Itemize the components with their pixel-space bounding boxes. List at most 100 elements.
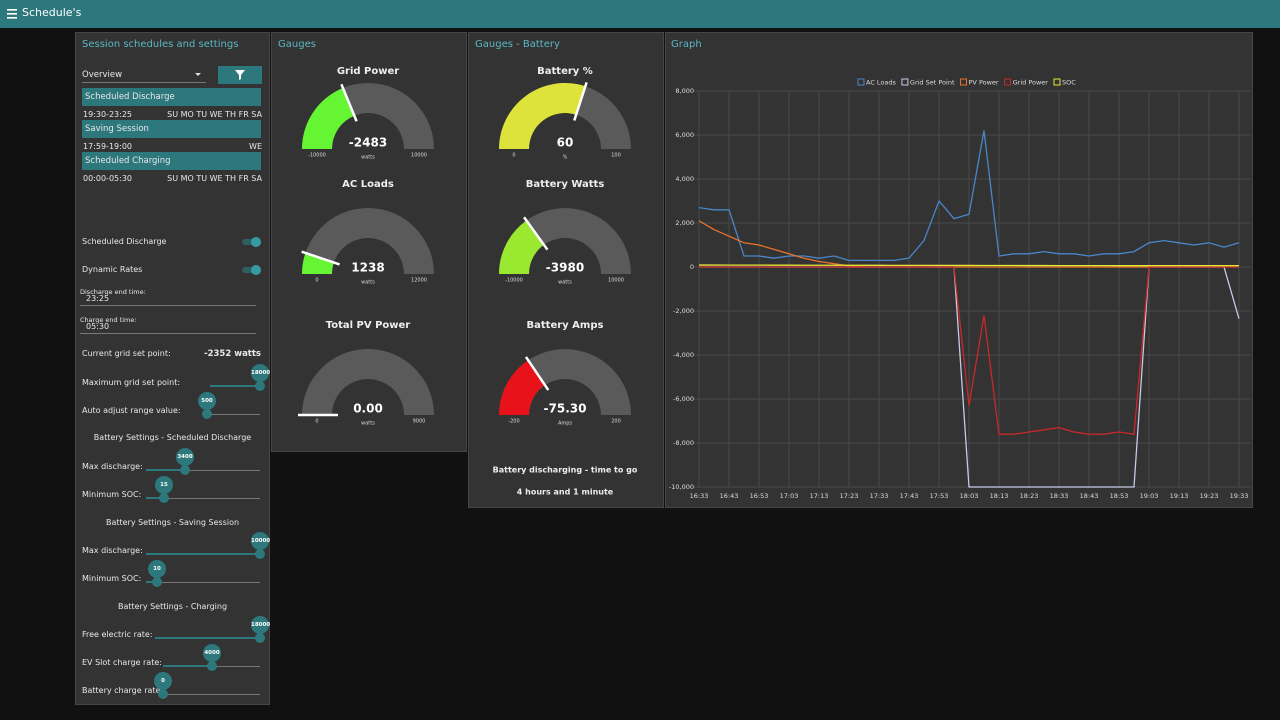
slider-knob[interactable]	[255, 381, 265, 391]
section-heading: Battery Settings - Scheduled Discharge	[93, 433, 252, 442]
menu-icon[interactable]	[6, 8, 20, 20]
slider-fill	[163, 665, 212, 667]
gauge-min: -200	[508, 419, 519, 425]
slider-bubble: 18000	[251, 364, 270, 382]
gauge-max: 100	[611, 153, 621, 159]
y-tick-label: -8,000	[673, 439, 694, 447]
battery-status: Battery discharging - time to go	[493, 466, 638, 475]
slider-track	[163, 694, 260, 695]
x-tick-label: 18:13	[990, 492, 1009, 500]
gauge-unit: watts	[361, 421, 375, 427]
y-tick-label: 2,000	[675, 219, 694, 227]
slider-bubble: 10	[148, 560, 166, 578]
input-label: Discharge end time:	[80, 288, 146, 296]
gauge-title: Battery Amps	[527, 320, 604, 331]
x-tick-label: 18:03	[960, 492, 979, 500]
gauge-min: -10000	[308, 153, 326, 159]
toggle-knob[interactable]	[251, 265, 261, 275]
slider-label: Max discharge:	[82, 546, 143, 555]
slider-knob[interactable]	[158, 689, 168, 699]
legend-label: Grid Set Point	[910, 79, 955, 87]
x-tick-label: 17:43	[900, 492, 919, 500]
slider-bubble: 3400	[176, 448, 194, 466]
header-title: Schedule's	[22, 6, 82, 19]
slider-track	[205, 414, 260, 415]
legend-label: Grid Power	[1013, 79, 1049, 87]
gauge-unit: watts	[558, 280, 572, 286]
slider-knob[interactable]	[255, 549, 265, 559]
gauge-needle	[573, 82, 588, 121]
y-tick-label: 0	[690, 263, 694, 271]
slider-knob[interactable]	[202, 409, 212, 419]
grid-set-point-label: Current grid set point:	[82, 349, 171, 358]
gauge-max: 9000	[413, 419, 426, 425]
gauge-unit: watts	[361, 280, 375, 286]
gauge-max: 200	[611, 419, 621, 425]
x-tick-label: 18:33	[1050, 492, 1069, 500]
panel-title: Graph	[671, 39, 702, 50]
slider-fill	[146, 497, 164, 499]
slider-fill	[146, 553, 260, 555]
slider-bubble: 15	[155, 476, 173, 494]
gauge-fill	[302, 252, 334, 274]
gauge-unit: watts	[361, 155, 375, 161]
gauge-title: Battery %	[537, 66, 593, 77]
slider-knob[interactable]	[152, 577, 162, 587]
slider-label: Minimum SOC:	[82, 574, 142, 583]
slider-fill	[146, 581, 157, 583]
slider-label: Auto adjust range value:	[82, 406, 181, 415]
x-tick-label: 19:03	[1140, 492, 1159, 500]
slider-label: Max discharge:	[82, 462, 143, 471]
legend-swatch	[1004, 78, 1012, 86]
slider-label: Battery charge rate:	[82, 686, 164, 695]
schedule-time: 17:59-19:00	[83, 142, 132, 151]
gauge-min: 0	[512, 153, 515, 159]
x-tick-label: 19:23	[1200, 492, 1219, 500]
series-line	[698, 130, 1240, 262]
slider-fill	[210, 385, 260, 387]
gauge-value: -2483	[349, 136, 387, 150]
filter-icon	[235, 70, 245, 80]
slider-bubble: 4000	[203, 644, 221, 662]
y-tick-label: -10,000	[669, 483, 694, 491]
x-tick-label: 16:43	[720, 492, 739, 500]
gauge-value: 0.00	[353, 402, 383, 416]
battery-status: 4 hours and 1 minute	[517, 488, 614, 497]
gauge-title: Battery Watts	[526, 179, 605, 190]
slider-knob[interactable]	[180, 465, 190, 475]
slider-knob[interactable]	[207, 661, 217, 671]
x-tick-label: 19:33	[1230, 492, 1249, 500]
x-tick-label: 17:03	[780, 492, 799, 500]
gauge-background	[302, 349, 434, 415]
legend-label: AC Loads	[866, 79, 897, 87]
slider-track	[146, 498, 260, 499]
gauge-needle	[524, 356, 550, 391]
schedule-name: Scheduled Discharge	[82, 88, 261, 106]
schedule-name: Scheduled Charging	[82, 152, 261, 170]
legend-swatch	[1053, 78, 1061, 86]
header-bar: Schedule's	[0, 0, 1280, 28]
slider-fill	[155, 637, 260, 639]
x-tick-label: 18:23	[1020, 492, 1039, 500]
gauge-fill	[302, 87, 355, 149]
toggle-label: Dynamic Rates	[82, 265, 143, 274]
dropdown[interactable]: Overview	[82, 70, 206, 83]
input-value[interactable]: 05:30	[80, 322, 256, 334]
x-tick-label: 18:53	[1110, 492, 1129, 500]
slider-knob[interactable]	[159, 493, 169, 503]
slider-fill	[146, 469, 185, 471]
gauge-background	[302, 208, 434, 274]
panel-title: Gauges	[278, 39, 316, 50]
input-value[interactable]: 23:25	[80, 294, 256, 306]
toggle-knob[interactable]	[251, 237, 261, 247]
gauge-min: 0	[315, 278, 318, 284]
gauge-fill	[499, 360, 545, 415]
legend-swatch	[901, 78, 909, 86]
x-tick-label: 16:53	[750, 492, 769, 500]
slider-bubble: 10000	[251, 532, 270, 550]
y-tick-label: 6,000	[675, 131, 694, 139]
gauge-unit: %	[563, 155, 568, 161]
slider-knob[interactable]	[255, 633, 265, 643]
panel-title: Gauges - Battery	[475, 39, 560, 50]
